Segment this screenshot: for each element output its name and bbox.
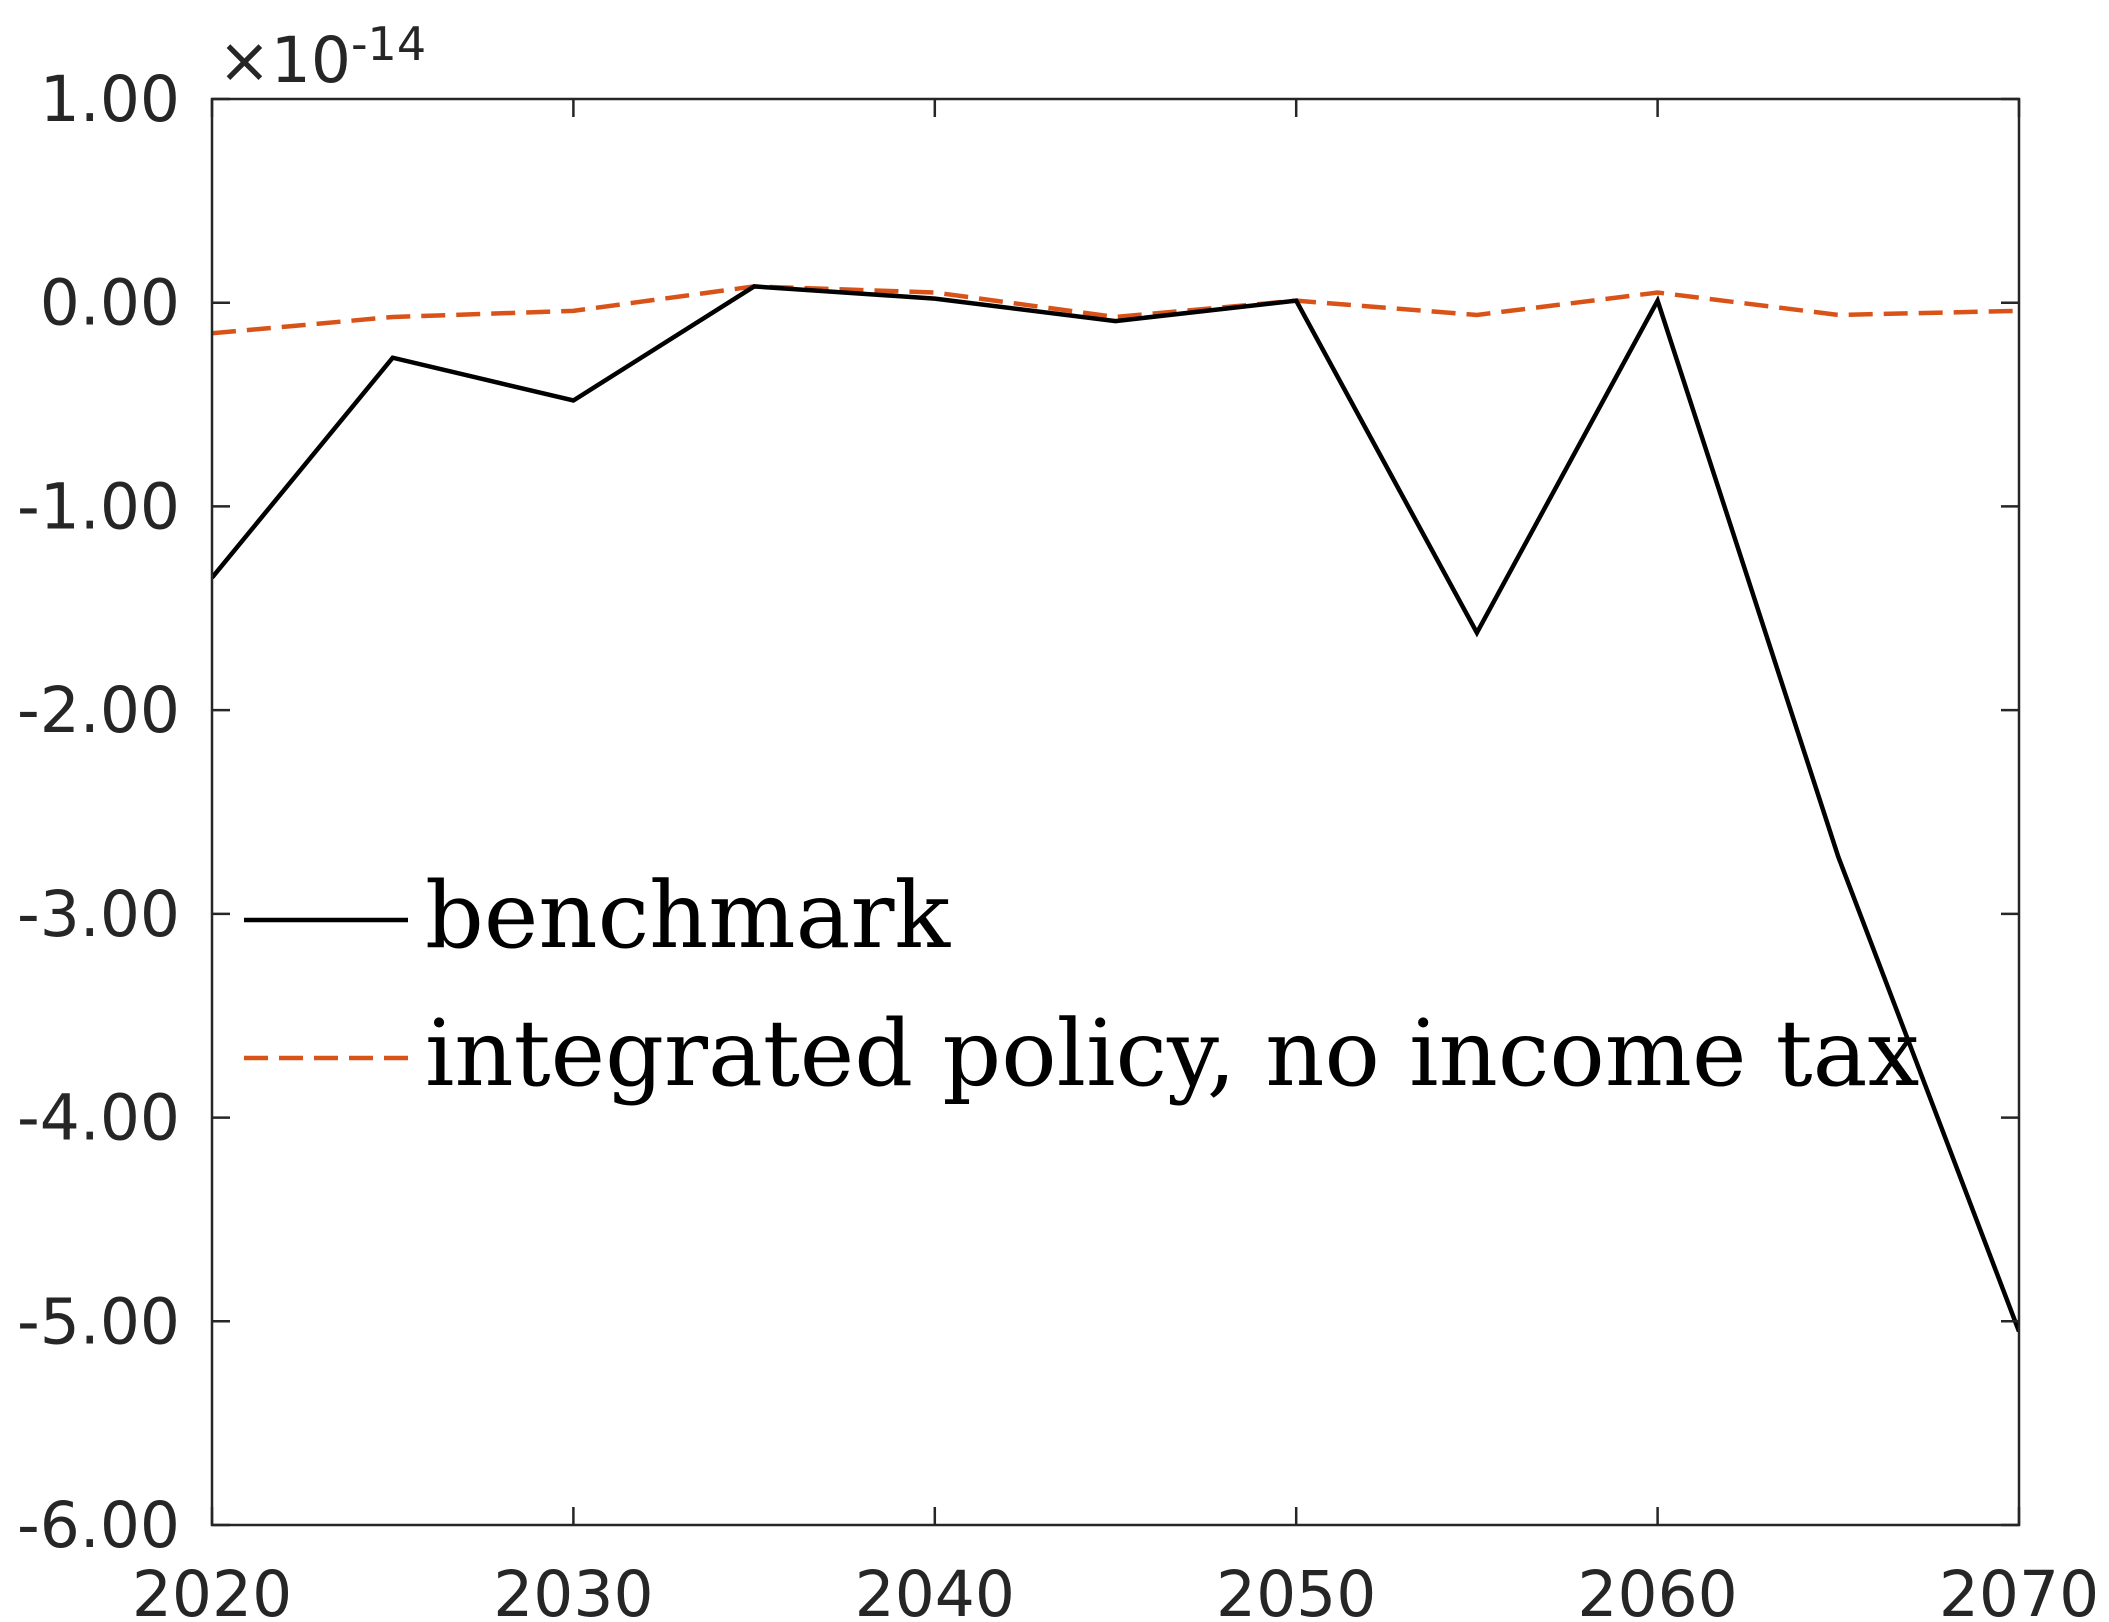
y-tick-label: 0.00 [40, 267, 180, 340]
axes-layer: 2020 2030 2040 2050 2060 2070 1.00 0.00 -1.00 -2… [17, 17, 2099, 1622]
legend-label: integrated policy, no income tax [425, 1000, 1919, 1107]
series-layer [212, 284, 2019, 1333]
y-axis: 1.00 0.00 -1.00 -2.00 -3.00 -4.00 -5.00 -6.00 [17, 63, 2019, 1562]
x-tick-label: 2050 [1216, 1558, 1376, 1622]
y-tick-label: -1.00 [17, 470, 180, 543]
x-tick-label: 2030 [493, 1558, 653, 1622]
x-tick-label: 2060 [1577, 1558, 1737, 1622]
series-line-benchmark [212, 284, 2019, 1333]
y-tick-label: -4.00 [17, 1082, 180, 1155]
y-tick-label: -2.00 [17, 674, 180, 747]
x-tick-label: 2020 [132, 1558, 292, 1622]
exponent-power: -14 [351, 17, 426, 71]
x-axis: 2020 2030 2040 2050 2060 2070 [132, 99, 2099, 1622]
y-tick-label: -3.00 [17, 878, 180, 951]
y-tick-label: 1.00 [40, 63, 180, 136]
legend: benchmark integrated policy, no income ta… [244, 862, 1919, 1107]
y-axis-exponent-label: ×10-14 [218, 17, 426, 97]
series-line-integrated-policy [212, 284, 2019, 336]
x-tick-label: 2040 [855, 1558, 1015, 1622]
x-tick-label: 2070 [1939, 1558, 2099, 1622]
legend-label: benchmark [425, 862, 951, 969]
y-tick-label: -6.00 [17, 1489, 180, 1562]
exponent-base: ×10 [218, 24, 351, 97]
plot-frame [210, 97, 2021, 1527]
y-tick-label: -5.00 [17, 1285, 180, 1358]
